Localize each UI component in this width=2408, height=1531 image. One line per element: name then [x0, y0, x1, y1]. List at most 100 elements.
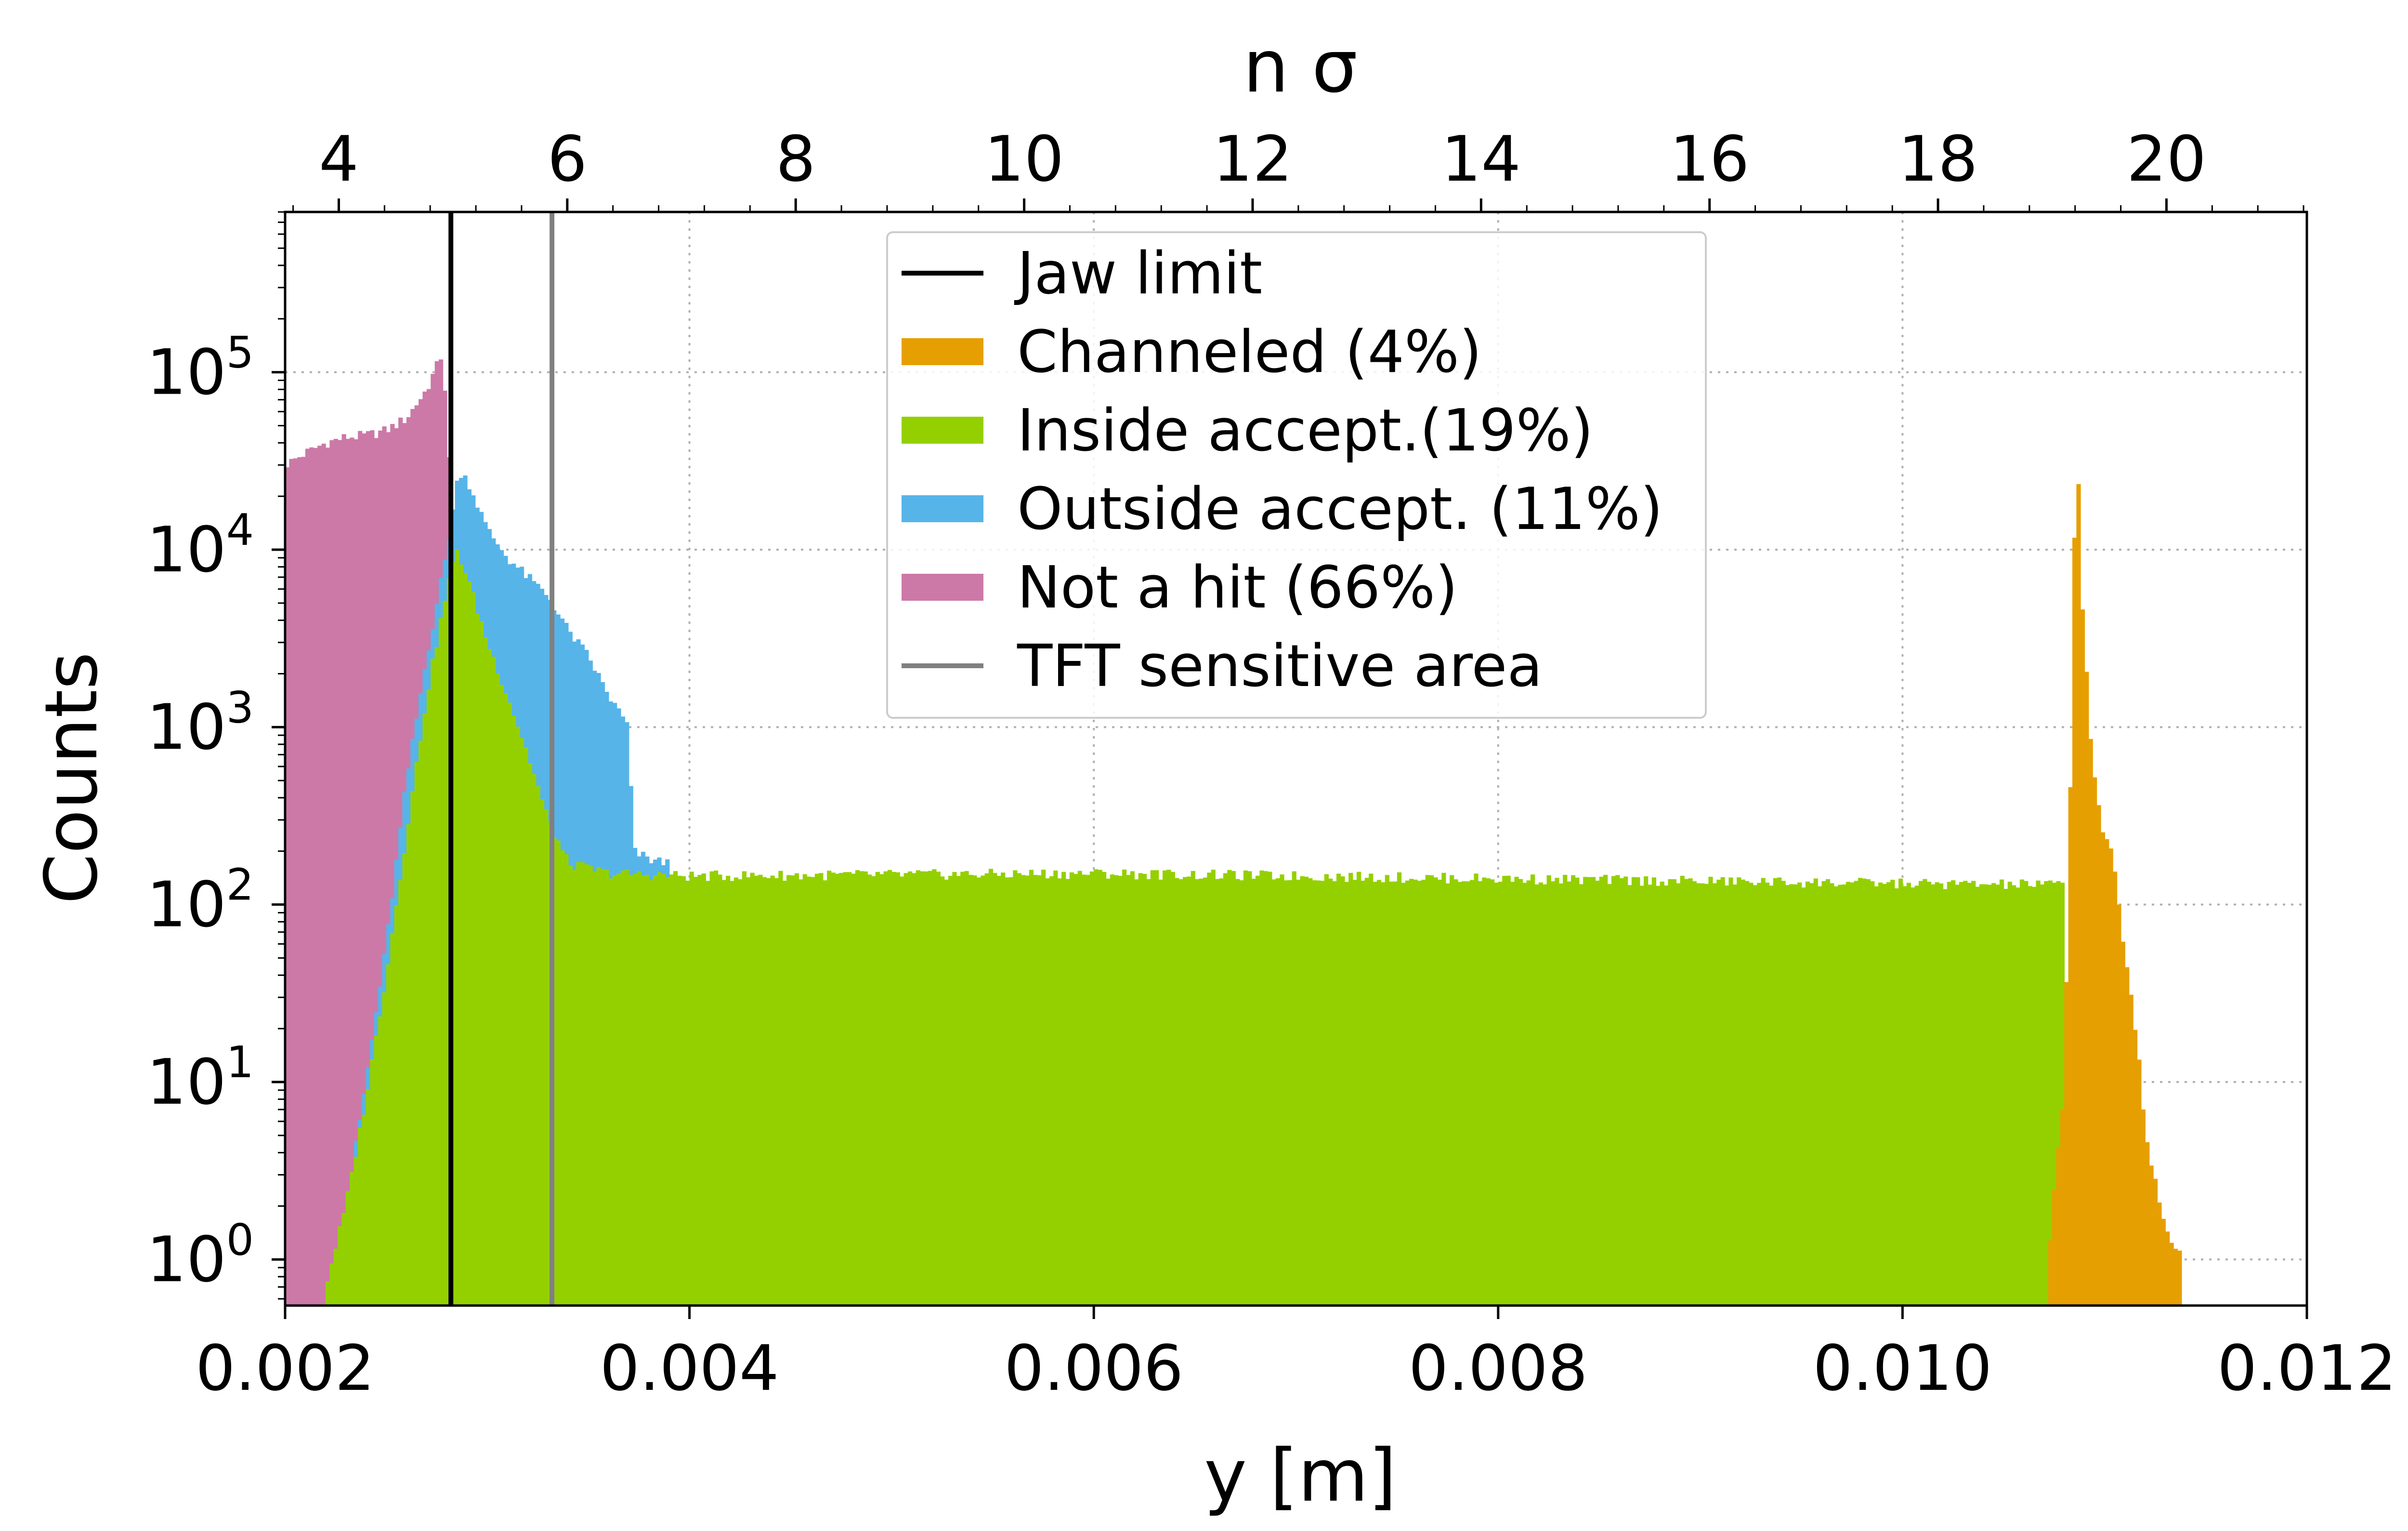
legend-patch-swatch	[902, 495, 983, 522]
histogram-bar	[1268, 871, 1272, 1306]
histogram-bar	[1720, 877, 1725, 1306]
histogram-bar	[1320, 881, 1325, 1306]
histogram-bar	[556, 840, 561, 1306]
histogram-bar	[1570, 875, 1576, 1306]
histogram-bar	[366, 1089, 371, 1306]
y-tick-label: 105	[146, 328, 254, 409]
histogram-bar	[2096, 805, 2101, 1306]
histogram-bar	[321, 443, 326, 1306]
histogram-bar	[564, 854, 569, 1306]
histogram-bar	[1567, 881, 1571, 1306]
legend: Jaw limit Channeled (4%) Inside accept.(19…	[886, 231, 1707, 719]
histogram-bar	[572, 870, 577, 1306]
histogram-bar	[1069, 872, 1074, 1306]
histogram-bar	[1845, 882, 1851, 1306]
histogram-bar	[1963, 881, 1968, 1306]
histogram-bar	[1773, 878, 1778, 1306]
histogram-bar	[471, 592, 476, 1306]
histogram-bar	[1292, 871, 1296, 1306]
histogram-bar	[2015, 887, 2020, 1306]
histogram-bar	[527, 763, 532, 1306]
histogram-bar	[1280, 874, 1284, 1306]
histogram-bar	[1445, 883, 1450, 1306]
histogram-bar	[1263, 871, 1269, 1306]
histogram-bar	[608, 878, 613, 1306]
histogram-bar	[701, 873, 706, 1306]
y-tick-label: 104	[146, 505, 254, 586]
histogram-bar	[1441, 872, 1446, 1306]
histogram-bar	[1308, 878, 1313, 1306]
histogram-bar	[1538, 882, 1543, 1306]
histogram-bar	[2068, 787, 2073, 1306]
histogram-bar	[341, 1213, 346, 1306]
histogram-bar	[1870, 881, 1875, 1306]
histogram-bar	[875, 871, 880, 1306]
histogram-bar	[350, 437, 354, 1306]
histogram-bar	[1429, 875, 1434, 1306]
histogram-bar	[419, 740, 423, 1306]
histogram-bar	[778, 871, 783, 1306]
histogram-bar	[1842, 884, 1846, 1306]
histogram-bar	[1975, 886, 1980, 1306]
histogram-bar	[2177, 1250, 2182, 1306]
histogram-bar	[1494, 883, 1499, 1306]
x-tick-label: 0.004	[600, 1332, 779, 1405]
series-inside-accept-19	[325, 550, 2065, 1306]
histogram-bar	[706, 881, 710, 1306]
histogram-bar	[1304, 876, 1309, 1306]
histogram-bar	[285, 467, 290, 1306]
histogram-bar	[814, 873, 820, 1306]
histogram-bar	[746, 877, 751, 1306]
histogram-bar	[329, 440, 334, 1306]
histogram-bar	[762, 877, 767, 1306]
histogram-bar	[1550, 881, 1556, 1306]
x-axis-label: y [m]	[1204, 1434, 1397, 1518]
histogram-bar	[539, 799, 545, 1306]
histogram-bar	[1178, 879, 1183, 1306]
histogram-bar	[750, 872, 755, 1306]
histogram-bar	[1433, 877, 1438, 1306]
histogram-bar	[657, 872, 662, 1306]
histogram-bar	[633, 873, 638, 1306]
histogram-bar	[2108, 848, 2113, 1306]
histogram-bar	[1256, 875, 1260, 1306]
histogram-bar	[374, 1036, 379, 1306]
histogram-bar	[637, 871, 641, 1306]
histogram-bar	[2112, 871, 2118, 1306]
histogram-bar	[1991, 883, 1996, 1306]
histogram-bar	[697, 875, 702, 1306]
histogram-bar	[1692, 881, 1697, 1306]
histogram-bar	[584, 864, 589, 1306]
histogram-bar	[370, 430, 375, 1306]
histogram-bar	[1082, 874, 1086, 1306]
histogram-bar	[338, 1226, 342, 1306]
histogram-bar	[733, 877, 739, 1306]
histogram-bar	[439, 618, 444, 1306]
histogram-bar	[1615, 875, 1620, 1306]
histogram-bar	[1134, 879, 1139, 1306]
histogram-bar	[350, 1172, 354, 1306]
histogram-bar	[1502, 876, 1507, 1306]
histogram-bar	[628, 875, 633, 1306]
histogram-bar	[2088, 739, 2093, 1306]
histogram-bar	[1737, 877, 1741, 1306]
histogram-bar	[1259, 870, 1264, 1306]
histogram-bar	[1543, 884, 1547, 1306]
histogram-bar	[576, 862, 581, 1306]
histogram-bar	[2012, 885, 2016, 1306]
histogram-bar	[956, 876, 961, 1306]
histogram-bar	[390, 933, 395, 1306]
histogram-bar	[1251, 879, 1256, 1306]
histogram-bar	[422, 713, 427, 1306]
histogram-bar	[1057, 878, 1062, 1306]
histogram-bar	[1316, 880, 1321, 1306]
histogram-bar	[1211, 870, 1216, 1306]
histogram-bar	[2161, 1218, 2166, 1306]
histogram-bar	[1215, 879, 1220, 1306]
histogram-bar	[1866, 879, 1871, 1306]
histogram-bar	[1660, 881, 1664, 1306]
histogram-bar	[1627, 885, 1632, 1306]
histogram-bar	[317, 446, 322, 1306]
histogram-bar	[386, 964, 391, 1306]
